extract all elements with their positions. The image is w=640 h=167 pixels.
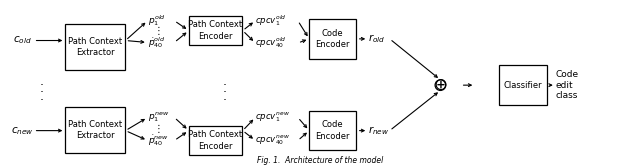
Text: Code
edit
class: Code edit class bbox=[556, 70, 579, 100]
FancyBboxPatch shape bbox=[189, 16, 243, 45]
Text: $\vdots$: $\vdots$ bbox=[153, 24, 160, 37]
FancyBboxPatch shape bbox=[309, 19, 356, 59]
Text: Code
Encoder: Code Encoder bbox=[316, 120, 350, 141]
FancyBboxPatch shape bbox=[65, 107, 125, 153]
Text: $\oplus$: $\oplus$ bbox=[433, 76, 447, 94]
Text: $\dot{p}_{40}^{old}$: $\dot{p}_{40}^{old}$ bbox=[148, 35, 165, 50]
Text: Path Context
Encoder: Path Context Encoder bbox=[188, 130, 243, 151]
Text: ·: · bbox=[39, 86, 44, 99]
Text: Path Context
Extractor: Path Context Extractor bbox=[68, 120, 122, 140]
Text: $c_{new}$: $c_{new}$ bbox=[11, 125, 33, 136]
Text: $cpcv_1^{new}$: $cpcv_1^{new}$ bbox=[255, 111, 291, 124]
Text: $cpcv_{40}^{new}$: $cpcv_{40}^{new}$ bbox=[255, 134, 291, 147]
Text: ·: · bbox=[39, 79, 44, 92]
Text: $\dot{p}_{40}^{new}$: $\dot{p}_{40}^{new}$ bbox=[148, 133, 168, 148]
Ellipse shape bbox=[435, 80, 445, 91]
FancyBboxPatch shape bbox=[189, 126, 243, 155]
Text: $cpcv_{40}^{old}$: $cpcv_{40}^{old}$ bbox=[255, 36, 287, 50]
FancyBboxPatch shape bbox=[65, 24, 125, 70]
Text: Classifier: Classifier bbox=[504, 81, 542, 90]
Text: $p_1^{new}$: $p_1^{new}$ bbox=[148, 111, 169, 124]
Text: $\vdots$: $\vdots$ bbox=[153, 122, 160, 135]
Text: Code
Encoder: Code Encoder bbox=[316, 29, 350, 49]
Text: Path Context
Encoder: Path Context Encoder bbox=[188, 20, 243, 41]
Text: $r_{old}$: $r_{old}$ bbox=[368, 32, 385, 45]
Text: ·: · bbox=[223, 94, 227, 107]
FancyBboxPatch shape bbox=[499, 65, 547, 105]
Text: Path Context
Extractor: Path Context Extractor bbox=[68, 37, 122, 57]
Text: $c_{old}$: $c_{old}$ bbox=[13, 35, 31, 46]
Text: $p_1^{old}$: $p_1^{old}$ bbox=[148, 13, 166, 28]
Text: ·: · bbox=[39, 94, 44, 107]
Text: $cpcv_1^{old}$: $cpcv_1^{old}$ bbox=[255, 13, 287, 28]
Text: ·: · bbox=[223, 86, 227, 99]
Text: ·: · bbox=[223, 79, 227, 92]
FancyBboxPatch shape bbox=[309, 111, 356, 150]
Text: Fig. 1.  Architecture of the model: Fig. 1. Architecture of the model bbox=[257, 155, 383, 164]
Text: $r_{new}$: $r_{new}$ bbox=[368, 124, 389, 137]
